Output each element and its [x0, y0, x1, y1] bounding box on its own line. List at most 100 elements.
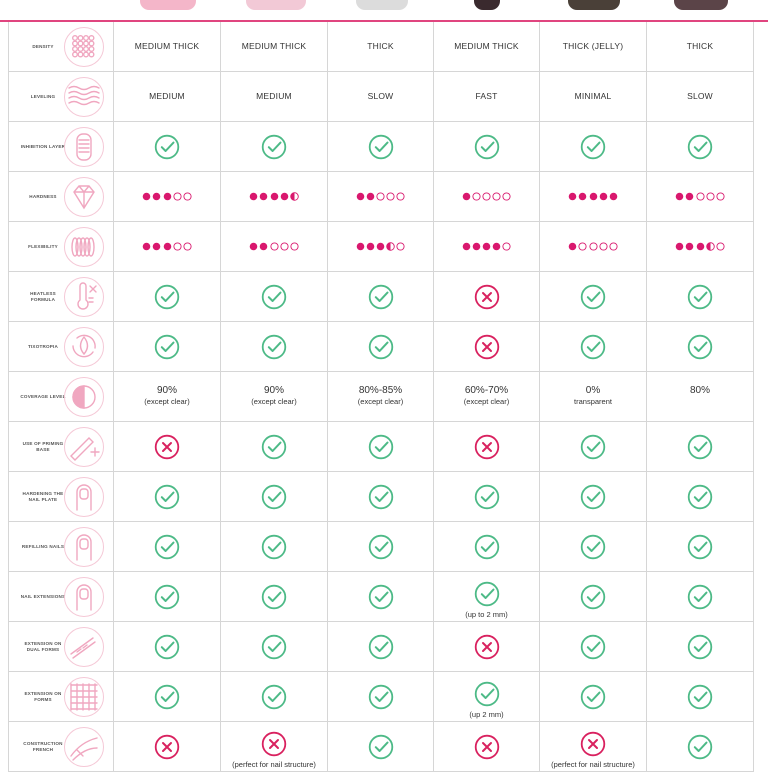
- check-icon: [368, 584, 393, 610]
- product-jar-2: [246, 0, 306, 10]
- table-cell: [114, 572, 221, 622]
- check-icon: [580, 534, 606, 560]
- table-cell: 80%-85% (except clear): [328, 372, 434, 422]
- table-cell: [328, 622, 434, 672]
- rating-dot: [588, 242, 598, 251]
- rating-dot: [396, 192, 405, 201]
- coverage-value: 80%: [689, 385, 710, 396]
- form-grid-icon: [64, 677, 104, 717]
- check-icon: [368, 534, 393, 560]
- table-cell: [114, 622, 221, 672]
- feature-label: REFILLING NAILS: [21, 544, 65, 549]
- feature-label: LEVELING: [30, 94, 56, 99]
- feature-label: HEATLESS FORMULA: [30, 291, 56, 302]
- feature-cell: NAIL EXTENSIONS: [8, 572, 114, 622]
- rating: [647, 242, 753, 252]
- check-icon: [580, 134, 606, 160]
- half-circle-icon: [64, 377, 104, 417]
- table-cell: [328, 322, 434, 372]
- check-icon: [580, 584, 606, 610]
- check-icon: [261, 584, 287, 610]
- rating-dot: [163, 242, 171, 251]
- waves-icon: [64, 77, 104, 117]
- rating-dot: [675, 192, 684, 201]
- table-cell: (up to 2 mm): [434, 572, 540, 622]
- table-cell: 90% (except clear): [221, 372, 328, 422]
- feature-cell: CONSTRUCTION FRENCH: [8, 722, 114, 772]
- check-icon: [580, 484, 606, 510]
- drop-cycle-icon: [64, 327, 104, 367]
- check-icon: [154, 634, 180, 660]
- rating-dot: [686, 242, 694, 251]
- rating-dot: [609, 192, 618, 201]
- table-cell: [221, 572, 328, 622]
- product-jar-3: [356, 0, 408, 10]
- table-cell: [540, 222, 647, 272]
- check-icon: [474, 681, 499, 707]
- table-row: CONSTRUCTION FRENCH (perfect for nail str…: [8, 722, 754, 772]
- check-icon: [687, 484, 713, 510]
- cell-value: MEDIUM THICK: [241, 41, 307, 51]
- table-cell: MEDIUM: [114, 72, 221, 122]
- table-cell: 60%-70% (except clear): [434, 372, 540, 422]
- check-icon: [580, 434, 606, 460]
- feature-label: INHIBITION LAYER: [20, 144, 66, 149]
- table-cell: MEDIUM: [221, 72, 328, 122]
- check-icon: [368, 434, 393, 460]
- table-cell: [647, 322, 754, 372]
- feature-cell: TIXOTROPIA: [8, 322, 114, 372]
- check-icon: [261, 284, 287, 310]
- header-accent-line: [0, 20, 768, 22]
- coverage-value: 90%: [263, 385, 284, 396]
- table-cell: (perfect for nail structure): [540, 722, 647, 772]
- rating: [114, 192, 220, 202]
- check-icon: [687, 534, 713, 560]
- dots-sphere-icon: [64, 27, 104, 67]
- table-cell: [434, 272, 540, 322]
- check-icon: [368, 734, 393, 760]
- table-cell: [114, 272, 221, 322]
- rating-dot: [153, 242, 161, 251]
- feature-cell: COVERAGE LEVEL: [8, 372, 114, 422]
- table-cell: [114, 472, 221, 522]
- table-cell: [221, 122, 328, 172]
- table-cell: [647, 422, 754, 472]
- table-cell: [647, 672, 754, 722]
- rating-dot: [356, 242, 364, 251]
- rating-dot: [183, 242, 192, 251]
- check-icon: [154, 334, 180, 360]
- table-cell: MEDIUM THICK: [114, 22, 221, 72]
- check-icon: [687, 584, 713, 610]
- table-cell: [647, 722, 754, 772]
- rating-dot: [462, 242, 470, 251]
- rating-dot: [706, 192, 715, 201]
- rating-dot: [270, 192, 278, 201]
- coverage-note: (except clear): [357, 397, 404, 406]
- feature-label: COVERAGE LEVEL: [20, 394, 66, 399]
- table-cell: [434, 722, 540, 772]
- rating-dot: [366, 242, 375, 251]
- rating: [647, 192, 753, 202]
- check-icon: [261, 484, 287, 510]
- table-cell: [114, 422, 221, 472]
- check-icon: [154, 284, 180, 310]
- rating-dot: [376, 192, 385, 201]
- coverage-note: (except clear): [463, 397, 510, 406]
- table-cell: [647, 172, 754, 222]
- rating-dot: [290, 192, 299, 201]
- finger-nail-icon: [64, 477, 104, 517]
- table-cell: [221, 172, 328, 222]
- feature-cell: HEATLESS FORMULA: [8, 272, 114, 322]
- check-icon: [368, 634, 393, 660]
- feature-cell: DENSITY: [8, 22, 114, 72]
- table-cell: [434, 222, 540, 272]
- check-icon: [261, 334, 287, 360]
- check-icon: [580, 334, 606, 360]
- cross-icon: [261, 731, 287, 757]
- table-cell: THICK (JELLY): [540, 22, 647, 72]
- check-icon: [474, 581, 499, 607]
- table-row: FLEXIBILITY: [8, 222, 754, 272]
- feature-cell: EXTENSION ON DUAL FORMS: [8, 622, 114, 672]
- rating-dot: [173, 242, 182, 251]
- table-cell: [647, 522, 754, 572]
